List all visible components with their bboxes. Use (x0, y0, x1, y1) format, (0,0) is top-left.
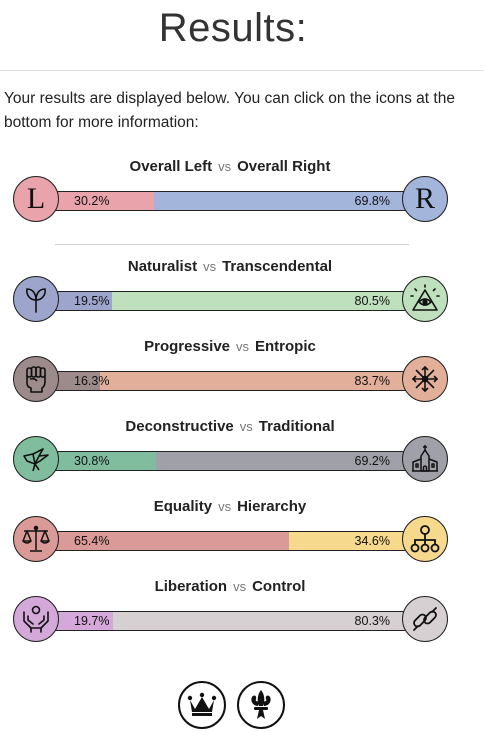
left-percent: 16.3% (74, 374, 110, 388)
vs-label: vs (236, 339, 250, 354)
axis-title: Liberation vs Control (0, 578, 460, 595)
page-title: Results: (158, 6, 308, 50)
right-percent: 80.3% (354, 614, 390, 628)
left-label: Naturalist (127, 258, 198, 275)
right-segment (155, 452, 423, 470)
axis-liberation-control: Liberation vs Control 19.7% 80.3% (0, 578, 486, 658)
axis-title: Naturalist vs Transcendental (0, 258, 460, 275)
score-bar (36, 531, 424, 551)
deconstructive-button[interactable] (13, 436, 59, 482)
broken-bird-icon (23, 448, 49, 472)
vs-label: vs (239, 419, 253, 434)
raised-fist-icon (26, 366, 46, 393)
right-segment (289, 532, 423, 550)
right-label: Traditional (258, 418, 335, 435)
axis-title: Progressive vs Entropic (0, 338, 460, 355)
right-percent: 69.2% (354, 454, 390, 468)
freed-hands-icon (23, 605, 49, 633)
right-segment (99, 372, 423, 390)
crown-icon (187, 692, 217, 716)
right-label: Transcendental (222, 258, 333, 275)
left-percent: 30.2% (74, 194, 110, 208)
church-icon (412, 445, 438, 472)
eye-pyramid-icon (410, 284, 440, 311)
axis-deconstructive-traditional: Deconstructive vs Traditional 30.8% 69.2% (0, 418, 486, 498)
left-percent: 19.7% (74, 614, 110, 628)
chain-icon (413, 607, 437, 631)
hierarchy-button[interactable] (402, 516, 448, 562)
crown-button[interactable] (178, 681, 226, 729)
sprout-icon (26, 288, 46, 313)
vs-label: vs (218, 159, 232, 174)
axis-title: Deconstructive vs Traditional (0, 418, 460, 435)
right-percent: 80.5% (354, 294, 390, 308)
axis-progressive-entropic: Progressive vs Entropic 16.3% 83.7% (0, 338, 486, 418)
right-segment (153, 192, 423, 210)
right-percent: 83.7% (354, 374, 390, 388)
right-label: Overall Right (237, 158, 331, 175)
vs-label: vs (203, 259, 217, 274)
right-segment (112, 292, 423, 310)
fleur-de-lis-icon (251, 690, 271, 719)
right-label: Entropic (255, 338, 316, 355)
hierarchy-icon (410, 525, 440, 553)
intro-text: Your results are displayed below. You ca… (4, 90, 455, 131)
traditional-button[interactable] (402, 436, 448, 482)
progressive-button[interactable] (13, 356, 59, 402)
left-label: Deconstructive (125, 418, 234, 435)
letter-l-icon: L (26, 182, 46, 215)
axis-naturalist-transcendental: Naturalist vs Transcendental 19.5% 80.5% (0, 258, 486, 338)
left-label: Progressive (144, 338, 231, 355)
left-segment (37, 452, 156, 470)
axis-title: Equality vs Hierarchy (0, 498, 460, 515)
liberation-button[interactable] (13, 596, 59, 642)
left-label: Overall Left (129, 158, 213, 175)
left-segment (37, 192, 154, 210)
axis-overall: Overall Left vs Overall Right 30.2% 69.8% … (0, 158, 486, 238)
right-percent: 69.8% (354, 194, 390, 208)
section-divider (55, 244, 409, 245)
axis-title: Overall Left vs Overall Right (0, 158, 460, 175)
left-label: Equality (153, 498, 213, 515)
entropic-button[interactable] (402, 356, 448, 402)
transcendental-button[interactable] (402, 276, 448, 322)
title-divider (0, 70, 484, 71)
right-label: Hierarchy (237, 498, 307, 515)
left-percent: 30.8% (74, 454, 110, 468)
fleur-de-lis-button[interactable] (237, 681, 285, 729)
right-segment (113, 612, 423, 630)
right-label: Control (252, 578, 306, 595)
left-label: Liberation (154, 578, 228, 595)
control-button[interactable] (402, 596, 448, 642)
right-percent: 34.6% (354, 534, 390, 548)
left-percent: 65.4% (74, 534, 110, 548)
vs-label: vs (218, 499, 232, 514)
left-percent: 19.5% (74, 294, 110, 308)
overall-left-button[interactable]: L (13, 176, 59, 222)
naturalist-button[interactable] (13, 276, 59, 322)
letter-r-icon: R (414, 182, 435, 215)
vs-label: vs (233, 579, 247, 594)
equality-button[interactable] (13, 516, 59, 562)
left-segment (37, 532, 290, 550)
overall-right-button[interactable]: R (402, 176, 448, 222)
axis-equality-hierarchy: Equality vs Hierarchy 65.4% 34.6% (0, 498, 486, 578)
scales-icon (22, 525, 50, 552)
score-bar (36, 191, 424, 211)
arrows-star-icon (411, 365, 439, 393)
